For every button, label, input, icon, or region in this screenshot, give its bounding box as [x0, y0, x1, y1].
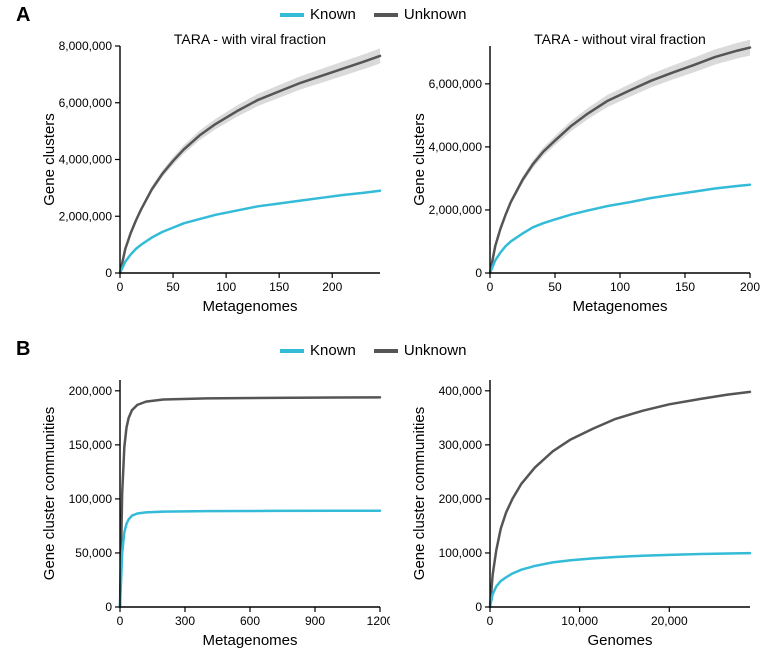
legend-item-unknown: Unknown: [374, 6, 467, 23]
svg-text:Metagenomes: Metagenomes: [572, 298, 667, 315]
legend-label-known: Known: [310, 6, 356, 23]
svg-text:Genomes: Genomes: [587, 632, 652, 649]
svg-text:8,000,000: 8,000,000: [59, 39, 113, 53]
chart-b-left: 0 300 600 900 1200 0 50,000 100,000 150,000 200,0…: [40, 362, 390, 652]
svg-text:0: 0: [105, 600, 112, 614]
svg-text:Gene clusters: Gene clusters: [41, 113, 58, 206]
svg-text:150: 150: [675, 280, 695, 294]
svg-text:Gene cluster communities: Gene cluster communities: [411, 407, 428, 580]
svg-text:200,000: 200,000: [69, 384, 113, 398]
svg-text:Gene clusters: Gene clusters: [411, 113, 428, 206]
svg-text:400,000: 400,000: [439, 384, 483, 398]
svg-text:600: 600: [240, 614, 260, 628]
legend-swatch-unknown: [374, 13, 398, 17]
svg-text:10,000: 10,000: [561, 614, 598, 628]
legend-swatch-known-b: [280, 349, 304, 353]
chart-a-left: 0 50 100 150 200 0 2,000,000 4,000,000 6,000,000…: [40, 28, 390, 318]
svg-text:4,000,000: 4,000,000: [59, 153, 113, 167]
svg-text:200: 200: [740, 280, 760, 294]
svg-text:0: 0: [105, 266, 112, 280]
svg-text:0: 0: [117, 614, 124, 628]
svg-text:100,000: 100,000: [439, 546, 483, 560]
svg-text:50: 50: [548, 280, 562, 294]
svg-text:0: 0: [487, 614, 494, 628]
legend-swatch-known: [280, 13, 304, 17]
svg-text:TARA - without viral fraction: TARA - without viral fraction: [534, 31, 706, 47]
svg-text:6,000,000: 6,000,000: [59, 96, 113, 110]
svg-text:0: 0: [117, 280, 124, 294]
legend-item-known-b: Known: [280, 342, 356, 359]
legend-label-unknown-b: Unknown: [404, 342, 467, 359]
svg-text:20,000: 20,000: [651, 614, 688, 628]
svg-text:4,000,000: 4,000,000: [429, 140, 483, 154]
svg-text:2,000,000: 2,000,000: [429, 203, 483, 217]
legend-label-known-b: Known: [310, 342, 356, 359]
svg-text:300,000: 300,000: [439, 438, 483, 452]
legend-swatch-unknown-b: [374, 349, 398, 353]
svg-text:100,000: 100,000: [69, 492, 113, 506]
legend-b: Known Unknown: [280, 342, 466, 359]
chart-b-right: 0 10,000 20,000 0 100,000 200,000 300,000 400,0…: [410, 362, 760, 652]
legend-label-unknown: Unknown: [404, 6, 467, 23]
svg-text:900: 900: [305, 614, 325, 628]
svg-text:Metagenomes: Metagenomes: [202, 632, 297, 649]
svg-text:50,000: 50,000: [75, 546, 112, 560]
svg-text:0: 0: [475, 600, 482, 614]
chart-a-right: 0 50 100 150 200 0 2,000,000 4,000,000 6,000,000…: [410, 28, 760, 318]
legend-item-unknown-b: Unknown: [374, 342, 467, 359]
svg-text:100: 100: [216, 280, 236, 294]
svg-text:200: 200: [322, 280, 342, 294]
svg-text:Metagenomes: Metagenomes: [202, 298, 297, 315]
svg-text:2,000,000: 2,000,000: [59, 209, 113, 223]
svg-text:TARA - with viral fraction: TARA - with viral fraction: [174, 31, 326, 47]
svg-text:300: 300: [175, 614, 195, 628]
svg-text:0: 0: [487, 280, 494, 294]
svg-text:50: 50: [166, 280, 180, 294]
panel-label-a: A: [16, 4, 30, 27]
svg-text:100: 100: [610, 280, 630, 294]
legend-a: Known Unknown: [280, 6, 466, 23]
svg-text:150: 150: [269, 280, 289, 294]
svg-text:0: 0: [475, 266, 482, 280]
svg-text:200,000: 200,000: [439, 492, 483, 506]
svg-text:Gene cluster communities: Gene cluster communities: [41, 407, 58, 580]
legend-item-known: Known: [280, 6, 356, 23]
panel-label-b: B: [16, 338, 30, 361]
svg-text:6,000,000: 6,000,000: [429, 77, 483, 91]
svg-text:1200: 1200: [367, 614, 390, 628]
svg-text:150,000: 150,000: [69, 438, 113, 452]
